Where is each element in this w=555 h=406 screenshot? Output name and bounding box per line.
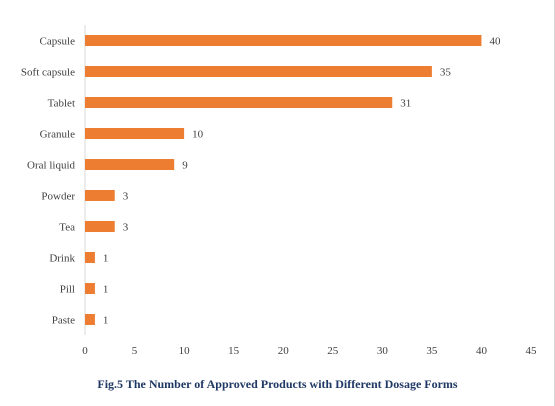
x-tick-label: 5	[132, 345, 138, 357]
category-label: Capsule	[40, 36, 76, 48]
data-label: 9	[182, 160, 188, 172]
bar	[85, 314, 95, 325]
category-label: Granule	[40, 129, 76, 141]
bar	[85, 283, 95, 294]
category-label: Soft capsule	[21, 67, 75, 79]
category-label: Drink	[49, 253, 75, 265]
data-label: 1	[103, 284, 109, 296]
data-label: 31	[400, 98, 411, 110]
category-label: Oral liquid	[27, 160, 75, 172]
bar	[85, 128, 185, 139]
data-label: 1	[103, 253, 109, 265]
bar	[85, 97, 393, 108]
data-label: 3	[123, 191, 129, 203]
figure-caption: Fig.5 The Number of Approved Products wi…	[97, 377, 458, 391]
x-tick-label: 10	[179, 345, 191, 357]
x-tick-label: 25	[327, 345, 339, 357]
x-tick-label: 0	[82, 345, 88, 357]
x-tick-label: 35	[426, 345, 438, 357]
x-tick-label: 40	[476, 345, 488, 357]
data-label: 35	[440, 67, 452, 79]
x-tick-label: 45	[526, 345, 538, 357]
category-label: Tea	[59, 222, 75, 234]
data-label: 40	[489, 36, 501, 48]
data-label: 10	[192, 129, 204, 141]
bar	[85, 190, 115, 201]
bar	[85, 252, 95, 263]
bar	[85, 66, 432, 77]
x-tick-label: 15	[228, 345, 240, 357]
category-label: Tablet	[48, 98, 75, 110]
data-label: 1	[103, 315, 109, 327]
x-tick-label: 20	[278, 345, 290, 357]
category-label: Powder	[41, 191, 75, 203]
bar	[85, 159, 175, 170]
bar	[85, 221, 115, 232]
category-label: Pill	[60, 284, 75, 296]
category-label: Paste	[52, 315, 75, 327]
bar	[85, 35, 482, 46]
data-label: 3	[123, 222, 129, 234]
x-tick-label: 30	[377, 345, 389, 357]
